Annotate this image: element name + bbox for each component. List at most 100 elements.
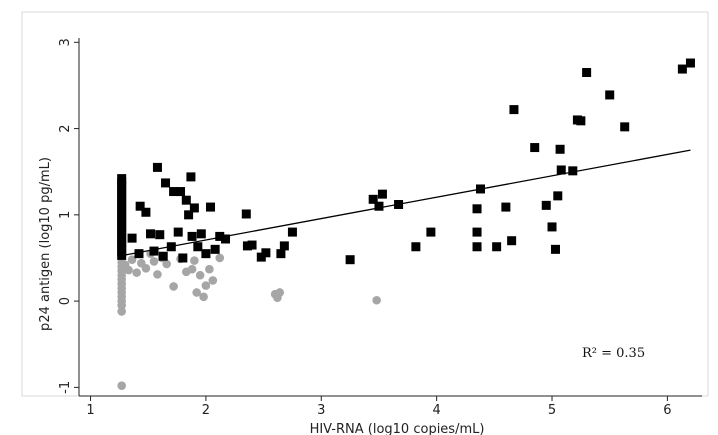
regression-line <box>122 149 691 257</box>
y-tick-label: 0 <box>58 297 73 305</box>
x-axis-label: HIV-RNA (log10 copies/mL) <box>310 422 485 435</box>
x-tick-label: 2 <box>202 403 210 418</box>
black-data-point <box>155 230 165 240</box>
black-data-point <box>141 207 151 217</box>
black-data-point <box>184 210 194 220</box>
gray-data-point <box>372 295 381 305</box>
black-data-point <box>685 58 695 68</box>
gray-data-point <box>275 288 285 297</box>
black-data-point <box>547 222 557 232</box>
gray-data-point <box>190 256 199 265</box>
black-data-point <box>117 250 127 260</box>
black-data-point <box>189 203 199 213</box>
black-data-point <box>576 116 586 126</box>
gray-data-point <box>199 292 208 302</box>
y-tick-label: -1 <box>58 381 73 394</box>
y-tick-label: 3 <box>58 38 73 46</box>
black-data-point <box>221 234 231 244</box>
gray-data-point <box>169 282 178 291</box>
gray-data-point <box>215 253 225 263</box>
black-data-point <box>215 231 225 241</box>
black-data-point <box>509 105 519 115</box>
black-data-point <box>555 144 565 154</box>
black-data-point <box>178 253 188 263</box>
black-data-point <box>181 195 191 205</box>
gray-data-point <box>187 264 197 274</box>
gray-data-point <box>201 281 211 290</box>
black-data-point <box>247 240 257 250</box>
black-data-point <box>201 249 211 259</box>
y-tick-label: 2 <box>58 124 73 132</box>
x-tick-label: 6 <box>663 403 671 418</box>
gray-data-point <box>205 264 214 274</box>
black-data-point <box>605 90 615 100</box>
gray-data-point <box>149 257 159 266</box>
black-data-point <box>256 252 266 262</box>
r-squared-annotation: R² = 0.35 <box>582 346 645 361</box>
black-data-point <box>377 189 387 199</box>
black-data-point <box>492 242 502 252</box>
x-tick-label: 3 <box>317 403 325 418</box>
gray-data-point <box>208 276 218 285</box>
gray-data-point <box>117 301 126 310</box>
y-axis-label: p24 antigen (log10 pg/mL) <box>38 157 53 331</box>
black-data-point <box>127 233 137 243</box>
black-data-point <box>472 242 482 252</box>
black-data-point <box>242 241 252 251</box>
black-data-point <box>411 242 421 252</box>
black-data-point <box>152 162 162 172</box>
black-data-point <box>276 249 286 259</box>
black-data-point <box>568 166 578 176</box>
black-data-point <box>426 227 436 237</box>
black-data-point <box>186 172 196 182</box>
gray-data-point <box>153 270 162 279</box>
black-data-point <box>206 202 216 212</box>
black-data-point <box>677 64 687 74</box>
black-data-point <box>472 227 482 237</box>
black-data-point <box>187 231 197 241</box>
black-data-point <box>149 246 159 256</box>
gray-data-point <box>141 264 151 273</box>
black-data-point <box>553 191 563 201</box>
black-data-point <box>261 248 271 258</box>
gray-data-point <box>124 265 133 275</box>
black-data-point <box>196 229 206 239</box>
black-data-point <box>135 201 145 211</box>
x-tick-label: 1 <box>86 403 94 418</box>
black-data-point <box>279 241 289 251</box>
gray-data-point <box>117 307 126 316</box>
black-data-point <box>161 178 171 188</box>
black-data-point <box>176 187 186 197</box>
black-data-point <box>374 201 384 211</box>
black-data-point <box>530 143 540 153</box>
y-tick-label: 1 <box>58 211 73 219</box>
gray-data-point <box>117 381 126 390</box>
black-data-point <box>134 249 144 259</box>
gray-data-point <box>192 288 201 297</box>
black-data-point <box>541 200 551 210</box>
black-data-point <box>582 68 592 78</box>
black-data-point <box>501 202 511 212</box>
black-data-point <box>169 187 179 197</box>
black-data-point <box>472 204 482 214</box>
black-data-point <box>173 227 183 237</box>
black-data-point <box>345 255 355 265</box>
gray-data-point <box>127 255 137 265</box>
plot-area: 1 2 3 4 5 6 -1 0 1 2 3 <box>58 38 702 418</box>
black-data-point <box>210 244 220 254</box>
black-data-point <box>158 251 168 261</box>
black-data-point <box>287 227 297 237</box>
black-data-point <box>620 122 630 132</box>
gray-data-point <box>132 268 141 277</box>
black-data-point <box>193 242 203 252</box>
black-data-point <box>507 236 517 246</box>
black-data-point <box>146 229 156 239</box>
black-data-point <box>368 194 378 204</box>
black-data-point <box>556 165 566 175</box>
x-tick-label: 5 <box>548 403 556 418</box>
black-data-point <box>550 244 560 254</box>
black-data-point <box>241 209 251 219</box>
x-tick-label: 4 <box>433 403 441 418</box>
gray-data-point <box>195 270 205 280</box>
